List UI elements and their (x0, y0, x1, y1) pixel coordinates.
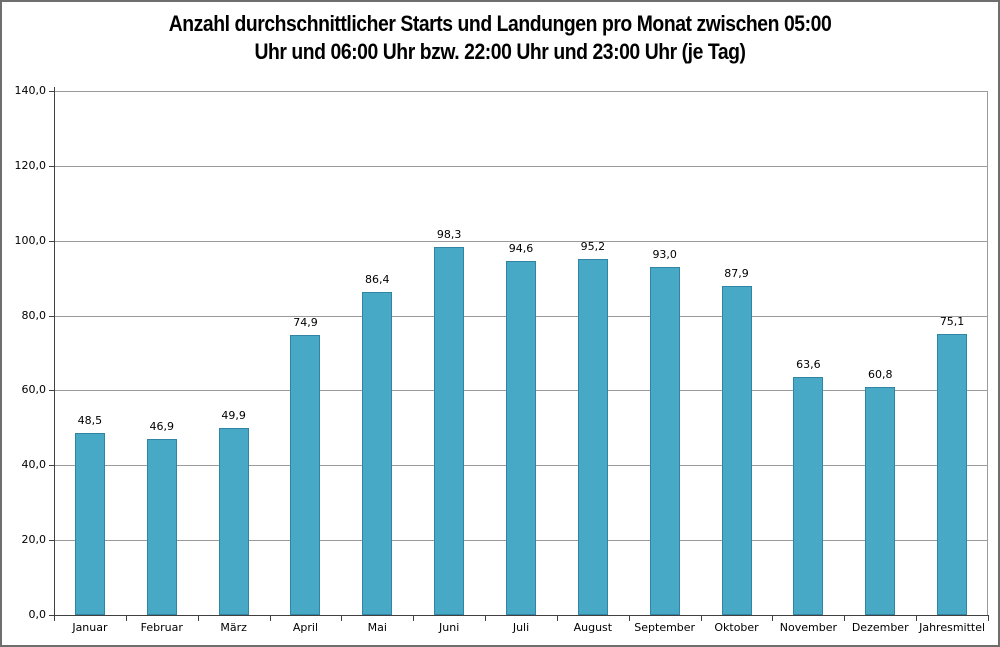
x-axis-tick (628, 616, 630, 621)
x-axis-category-label: Februar (140, 621, 183, 634)
y-axis-tick-label: 20,0 (21, 533, 47, 547)
y-axis-tick-label: 0,0 (28, 608, 47, 621)
x-axis-category-label: Januar (72, 621, 108, 634)
bar-value-label: 87,9 (724, 267, 749, 281)
bar-juli (506, 260, 536, 615)
bar-value-label: 49,9 (221, 409, 246, 423)
x-axis-category-label: November (779, 621, 837, 634)
bar-februar (146, 439, 177, 615)
x-axis-category-label: Juni (439, 621, 460, 634)
x-axis-category-label: Jahresmittel (919, 621, 986, 634)
gridline (54, 91, 988, 92)
bar-value-label: 60,8 (867, 368, 893, 382)
bar-value-label: 75,1 (939, 314, 965, 328)
bar-value-label: 93,0 (652, 247, 677, 261)
bar-oktober (721, 286, 752, 615)
y-axis-tick-label: 100,0 (14, 233, 47, 247)
x-axis-tick (197, 616, 199, 621)
bar-value-label: 48,5 (77, 414, 103, 428)
bar-november (793, 376, 824, 615)
x-axis-tick (269, 616, 271, 621)
y-axis-tick (49, 315, 54, 317)
bar-april (290, 334, 321, 615)
y-axis-tick (49, 165, 54, 167)
x-axis-tick (916, 616, 918, 621)
bar-august (577, 258, 608, 615)
x-axis-tick (700, 616, 702, 621)
x-axis-category-label: April (292, 621, 319, 634)
bar-mai (362, 291, 393, 615)
x-axis-tick (125, 616, 127, 621)
y-axis-tick (49, 91, 54, 92)
bar-januar (74, 433, 105, 615)
x-axis-tick (556, 616, 558, 621)
x-axis-line (49, 615, 989, 616)
x-axis-category-label: Juli (512, 621, 530, 634)
bar-märz (218, 428, 249, 615)
bar-juni (434, 247, 465, 615)
chart-title: Anzahl durchschnittlicher Starts und Lan… (62, 10, 938, 66)
bar-september (649, 266, 680, 615)
bar-dezember (865, 387, 896, 615)
chart-title-line1: Anzahl durchschnittlicher Starts und Lan… (168, 11, 832, 36)
bar-value-label: 98,3 (436, 228, 462, 242)
y-axis-tick (49, 540, 54, 542)
x-axis-category-label: Mai (367, 621, 387, 634)
x-axis-tick (844, 616, 846, 621)
x-axis-tick (413, 616, 415, 621)
y-axis-tick (49, 390, 54, 392)
x-axis-category-label: Oktober (714, 621, 759, 634)
x-axis-category-label: September (634, 621, 696, 634)
x-axis-tick (341, 616, 343, 621)
y-axis-tick-label: 40,0 (21, 458, 47, 472)
y-axis-tick-label: 120,0 (14, 158, 47, 172)
y-axis-tick-label: 60,0 (21, 383, 47, 397)
gridline (54, 165, 988, 167)
bar-value-label: 95,2 (580, 239, 606, 253)
plot-right-border (987, 91, 988, 615)
chart-title-line2: Uhr und 06:00 Uhr bzw. 22:00 Uhr und 23:… (254, 39, 746, 64)
x-axis-tick (772, 616, 774, 621)
y-axis-tick (49, 615, 54, 616)
bar-value-label: 86,4 (365, 272, 390, 286)
y-axis-line (54, 87, 55, 616)
bar-value-label: 63,6 (796, 357, 821, 371)
x-axis-tick (988, 616, 989, 621)
x-axis-category-label: Dezember (851, 621, 909, 634)
x-axis-category-label: März (220, 621, 247, 634)
bar-value-label: 46,9 (149, 420, 175, 434)
bar-value-label: 94,6 (508, 241, 534, 255)
plot-area: 48,5 46,9 49,9 74,9 86,4 98,3 94,6 95,2 93,0 87,9… (54, 91, 988, 615)
x-axis-tick (54, 616, 55, 621)
y-axis-tick-label: 140,0 (14, 84, 47, 97)
y-axis-tick (49, 240, 54, 242)
bar-jahresmittel (937, 333, 968, 615)
y-axis-tick (49, 465, 54, 467)
x-axis-tick (485, 616, 487, 621)
x-axis-category-label: August (573, 621, 613, 634)
y-axis-tick-label: 80,0 (21, 308, 47, 322)
gridline (54, 240, 988, 242)
bar-value-label: 74,9 (293, 315, 318, 329)
